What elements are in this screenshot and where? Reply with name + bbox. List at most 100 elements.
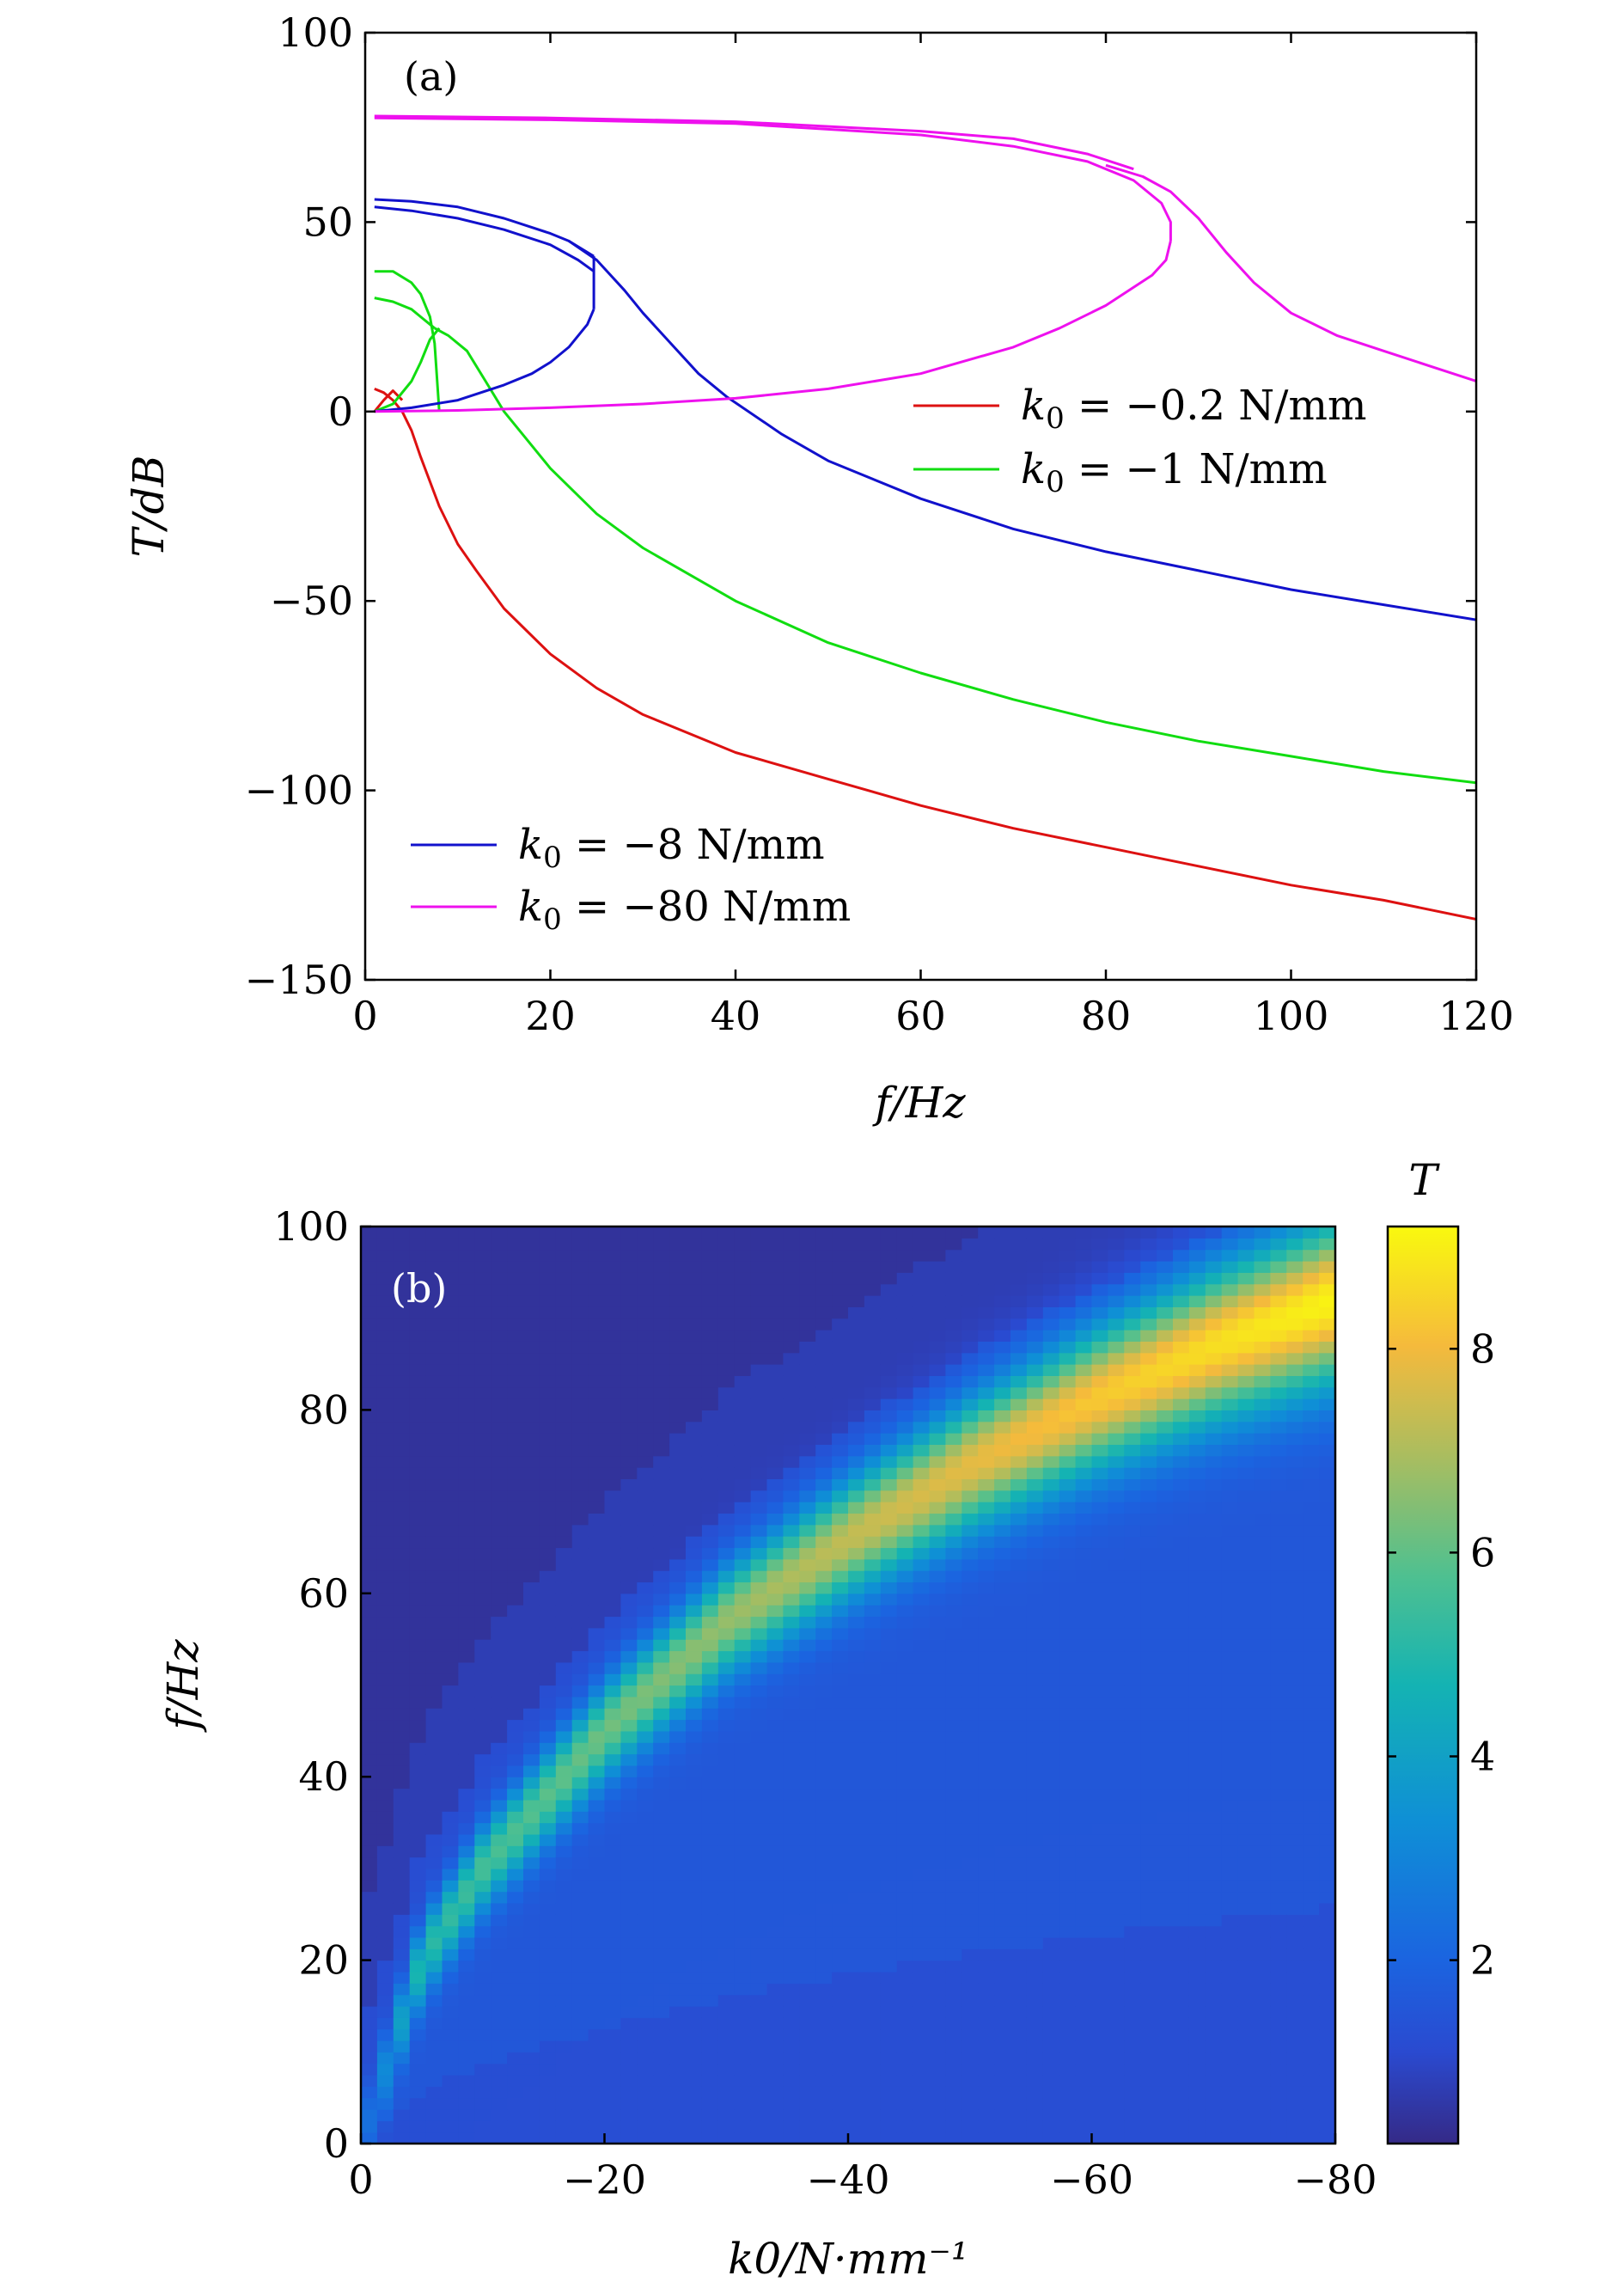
heatmap-cell	[376, 1902, 394, 1915]
heatmap-cell	[1026, 2040, 1044, 2052]
heatmap-cell	[393, 1902, 411, 1915]
heatmap-cell	[376, 1673, 394, 1686]
heatmap-cell	[686, 1558, 703, 1571]
heatmap-cell	[669, 1593, 687, 1606]
heatmap-cell	[555, 1238, 573, 1251]
heatmap-cell	[978, 1730, 995, 1743]
heatmap-cell	[1254, 1433, 1271, 1446]
heatmap-cell	[376, 2063, 394, 2076]
heatmap-cell	[1237, 1352, 1255, 1365]
heatmap-cell	[555, 1261, 573, 1273]
heatmap-cell	[962, 1410, 979, 1422]
heatmap-cell	[588, 1994, 606, 2007]
heatmap-cell	[409, 1364, 427, 1376]
heatmap-cell	[717, 1891, 736, 1904]
heatmap-cell	[555, 1661, 573, 1674]
heatmap-cell	[864, 1330, 882, 1342]
heatmap-cell	[1303, 1478, 1320, 1491]
heatmap-cell	[1188, 1960, 1206, 1973]
heatmap-cell	[783, 1960, 800, 1973]
heatmap-cell	[669, 2063, 687, 2076]
heatmap-cell	[653, 1650, 670, 1663]
heatmap-cell	[913, 1902, 931, 1915]
heatmap-cell	[815, 2052, 833, 2065]
heatmap-cell	[425, 1925, 443, 1938]
heatmap-cell	[1075, 1593, 1093, 1606]
heatmap-cell	[1237, 1639, 1255, 1652]
heatmap-cell	[1254, 1685, 1271, 1698]
heatmap-cell	[588, 1914, 606, 1927]
heatmap-cell	[1108, 1536, 1125, 1549]
heatmap-cell	[539, 1513, 557, 1526]
heatmap-cell	[376, 1616, 394, 1629]
heatmap-cell	[588, 1547, 606, 1560]
a-x-tick-label: 60	[895, 993, 946, 1039]
heatmap-cell	[1042, 1444, 1060, 1457]
heatmap-cell	[507, 1753, 524, 1766]
heatmap-cell	[588, 1925, 606, 1938]
heatmap-cell	[1059, 1306, 1077, 1319]
heatmap-cell	[1286, 1673, 1303, 1686]
heatmap-cell	[1254, 2063, 1271, 2076]
heatmap-cell	[1237, 1822, 1255, 1835]
heatmap-cell	[442, 1811, 459, 1824]
heatmap-cell	[523, 1455, 540, 1468]
heatmap-cell	[864, 1306, 882, 1319]
heatmap-cell	[491, 1799, 508, 1812]
heatmap-cell	[507, 1547, 524, 1560]
heatmap-cell	[1075, 1490, 1093, 1502]
heatmap-cell	[1157, 1581, 1174, 1594]
heatmap-cell	[1205, 1524, 1223, 1537]
heatmap-cell	[799, 1330, 816, 1342]
heatmap-cell	[1075, 2005, 1093, 2018]
heatmap-cell	[1173, 1295, 1190, 1307]
heatmap-cell	[929, 1845, 946, 1858]
heatmap-cell	[523, 2120, 540, 2133]
heatmap-cell	[962, 1994, 979, 2007]
heatmap-cell	[799, 1524, 816, 1537]
heatmap-cell	[361, 2108, 378, 2121]
heatmap-cell	[425, 2132, 443, 2144]
heatmap-cell	[588, 1777, 606, 1789]
heatmap-cell	[1026, 1227, 1044, 1239]
heatmap-cell	[1173, 1238, 1190, 1251]
heatmap-cell	[766, 2052, 784, 2065]
heatmap-cell	[425, 1386, 443, 1399]
heatmap-cell	[1205, 2028, 1223, 2041]
heatmap-cell	[653, 1352, 670, 1365]
heatmap-cell	[1124, 1616, 1141, 1629]
heatmap-cell	[571, 1822, 589, 1835]
heatmap-cell	[1237, 2086, 1255, 2099]
heatmap-cell	[1075, 1605, 1093, 1618]
heatmap-cell	[766, 1994, 784, 2007]
heatmap-cell	[1124, 1994, 1141, 2007]
heatmap-cell	[393, 1914, 411, 1927]
heatmap-cell	[994, 1444, 1011, 1457]
heatmap-cell	[1254, 1283, 1271, 1296]
heatmap-cell	[1059, 1318, 1077, 1331]
heatmap-cell	[1188, 1742, 1206, 1755]
heatmap-cell	[409, 1398, 427, 1410]
heatmap-cell	[783, 1330, 800, 1342]
heatmap-cell	[815, 1616, 833, 1629]
heatmap-cell	[1237, 1868, 1255, 1881]
heatmap-cell	[1254, 1960, 1271, 1973]
heatmap-cell	[1205, 1249, 1223, 1262]
heatmap-cell	[425, 1398, 443, 1410]
heatmap-cell	[604, 1536, 621, 1549]
heatmap-cell	[1237, 1891, 1255, 1904]
heatmap-cell	[604, 1891, 621, 1904]
heatmap-cell	[1173, 1227, 1190, 1239]
heatmap-cell	[750, 1925, 768, 1938]
heatmap-cell	[1140, 1455, 1157, 1468]
heatmap-cell	[1075, 1341, 1093, 1354]
heatmap-cell	[896, 1261, 914, 1273]
heatmap-cell	[361, 1971, 378, 1984]
a-x-tick-label: 80	[1081, 993, 1132, 1039]
heatmap-cell	[571, 1765, 589, 1777]
heatmap-cell	[1205, 1719, 1223, 1732]
heatmap-cell	[1010, 1283, 1028, 1296]
heatmap-cell	[1221, 2040, 1239, 2052]
heatmap-cell	[994, 1364, 1011, 1376]
heatmap-cell	[913, 1433, 931, 1446]
